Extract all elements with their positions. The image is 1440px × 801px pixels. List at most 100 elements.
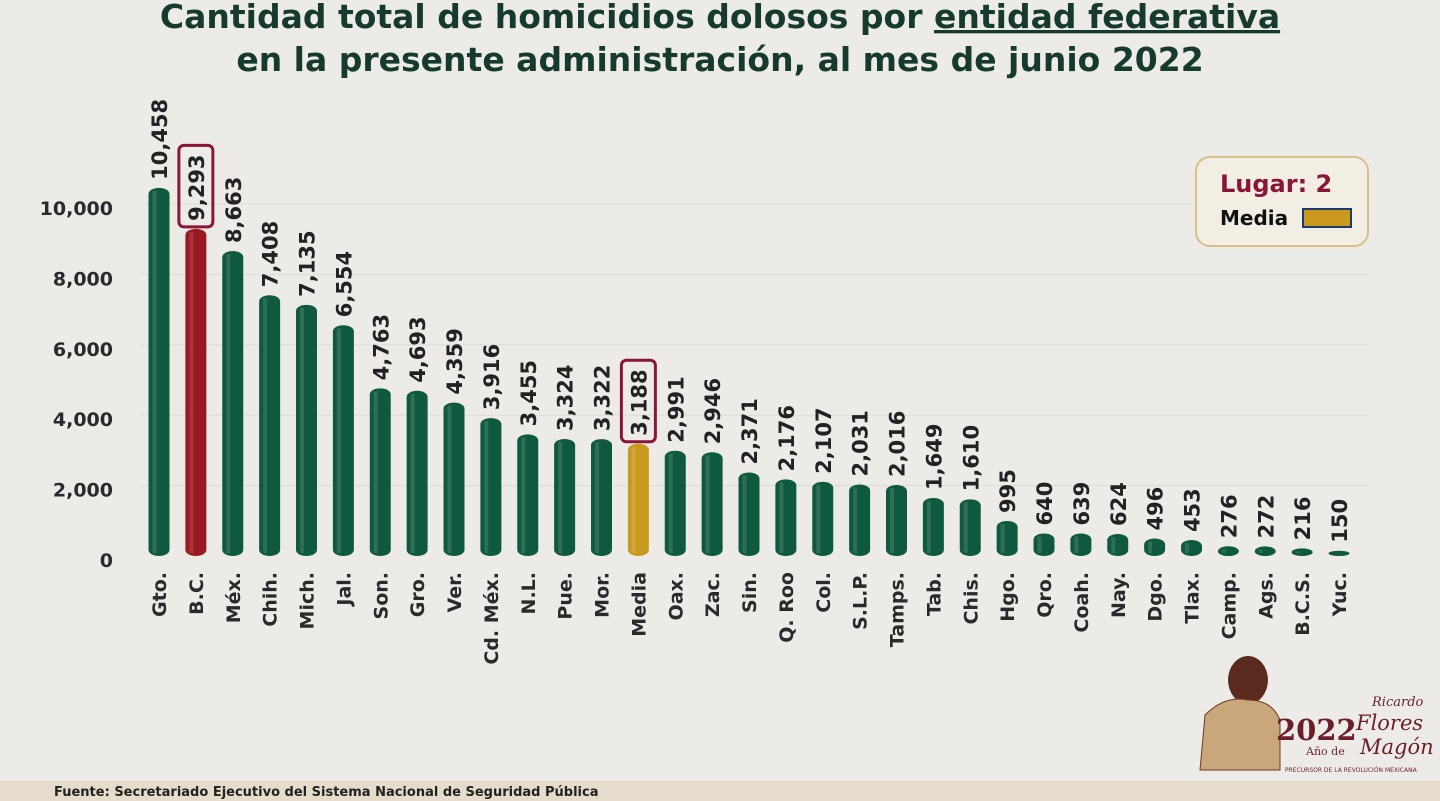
bar-highlight	[300, 307, 304, 553]
x-tick-label: Coah.	[1071, 572, 1093, 633]
data-label: 2,946	[701, 378, 725, 444]
data-label: 9,293	[185, 154, 209, 220]
highlight-box	[177, 143, 215, 229]
data-label: 2,031	[849, 410, 873, 476]
bar	[627, 443, 649, 556]
data-label: 272	[1254, 495, 1278, 539]
x-tick-label: Q. Roo	[776, 572, 798, 643]
bar-highlight	[410, 393, 415, 553]
bar-highlight	[595, 442, 599, 553]
data-label: 3,455	[517, 360, 541, 426]
x-tick-label: Yuc.	[1329, 572, 1351, 617]
data-label: 496	[1144, 487, 1168, 531]
x-tick-label: Chis.	[960, 572, 982, 625]
bar	[1070, 533, 1092, 556]
bar	[185, 228, 207, 556]
bar	[148, 187, 170, 556]
bar-highlight	[226, 254, 231, 554]
bar-highlight	[742, 475, 747, 553]
bar	[1254, 546, 1276, 556]
bar	[1181, 540, 1202, 556]
x-tick-label: Qro.	[1034, 572, 1056, 618]
data-label: 3,188	[627, 369, 651, 435]
data-label: 4,763	[369, 314, 393, 380]
x-tick-label: Tab.	[923, 572, 945, 616]
data-label: 6,554	[332, 251, 356, 317]
data-label: 640	[1033, 482, 1057, 526]
x-tick-label: B.C.	[186, 572, 208, 615]
x-tick-label: Son.	[370, 572, 392, 619]
data-label: 2,107	[812, 407, 836, 473]
bar	[259, 295, 281, 556]
bar-highlight	[152, 190, 157, 553]
data-label: 150	[1328, 499, 1352, 543]
y-tick-label: 8,000	[53, 268, 113, 290]
data-label: 276	[1217, 494, 1241, 538]
data-label: 624	[1107, 482, 1131, 526]
logo: 2022 Año de Ricardo Flores Magón PRECURS…	[1199, 656, 1434, 774]
logo-portrait-head	[1228, 656, 1268, 704]
x-tick-label: Col.	[813, 572, 835, 613]
data-label: 7,135	[296, 230, 320, 296]
bar-highlight	[963, 502, 968, 553]
data-label: 639	[1070, 482, 1094, 526]
bar	[812, 481, 834, 556]
data-label: 2,176	[775, 405, 799, 471]
data-label: 10,458	[148, 99, 172, 180]
x-tick-label: Nay.	[1108, 572, 1130, 618]
bar	[775, 479, 797, 556]
y-tick-label: 10,000	[40, 198, 113, 220]
bar-highlight	[668, 453, 673, 553]
x-tick-label: Gro.	[407, 572, 429, 617]
x-tick-label: Ver.	[444, 572, 466, 612]
highlight-box	[619, 358, 657, 444]
bar-highlight	[890, 488, 894, 553]
y-tick-label: 0	[100, 550, 113, 572]
data-label: 2,991	[664, 376, 688, 442]
chart-title-line1: Cantidad total de homicidios dolosos por…	[160, 0, 1280, 36]
bar-highlight	[1295, 551, 1300, 553]
x-tick-label: Mich.	[297, 572, 319, 629]
legend-media-label: Media	[1220, 206, 1288, 230]
source-note: Fuente: Secretariado Ejecutivo del Siste…	[54, 785, 599, 800]
bar	[922, 497, 944, 556]
data-label: 995	[996, 469, 1020, 513]
bar-highlight	[1037, 536, 1042, 553]
x-tick-label: Sin.	[739, 572, 761, 613]
logo-name3: Magón	[1359, 735, 1434, 759]
legend-media-swatch	[1302, 208, 1352, 228]
bar	[1107, 534, 1129, 556]
data-label: 2,371	[738, 398, 762, 464]
x-tick-label: Jal.	[333, 572, 355, 608]
bar-highlight	[1000, 523, 1005, 553]
x-tick-label: Tamps.	[887, 572, 909, 647]
bar	[1033, 533, 1055, 556]
bar	[591, 439, 612, 556]
x-tick-label: Chih.	[260, 572, 282, 627]
x-tick-label: Pue.	[555, 572, 577, 620]
bar-highlight	[1148, 541, 1153, 553]
bar-highlight	[853, 487, 858, 553]
data-label: 4,693	[406, 316, 430, 382]
bar	[332, 325, 354, 556]
data-label: 3,322	[591, 365, 615, 431]
x-tick-label: Zac.	[702, 572, 724, 617]
bar-highlight	[1221, 549, 1226, 553]
bar	[664, 450, 686, 556]
x-tick-label: Camp.	[1218, 572, 1240, 639]
x-tick-label: Ags.	[1255, 572, 1277, 619]
x-tick-label: N.L.	[518, 572, 540, 614]
bar	[1291, 548, 1313, 556]
data-label: 2,016	[886, 411, 910, 477]
bar	[1328, 550, 1350, 556]
bar-highlight	[779, 482, 784, 553]
bar	[1144, 538, 1166, 556]
x-tick-label: B.C.S.	[1292, 572, 1314, 636]
data-label: 453	[1181, 488, 1205, 532]
bar-highlight	[521, 437, 526, 553]
data-label: 216	[1291, 497, 1315, 541]
x-tick-label: Dgo.	[1145, 572, 1167, 622]
data-label: 4,359	[443, 328, 467, 394]
data-label: 1,610	[959, 425, 983, 491]
data-label: 8,663	[222, 177, 246, 243]
